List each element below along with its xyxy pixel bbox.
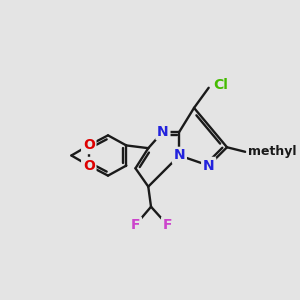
Text: F: F [131, 218, 140, 232]
Text: Cl: Cl [213, 78, 228, 92]
Text: methyl: methyl [248, 145, 296, 158]
Text: O: O [83, 138, 95, 152]
Text: N: N [157, 125, 169, 139]
Text: O: O [83, 159, 95, 172]
Text: F: F [163, 218, 172, 232]
Text: N: N [203, 159, 214, 172]
Text: N: N [174, 148, 185, 163]
